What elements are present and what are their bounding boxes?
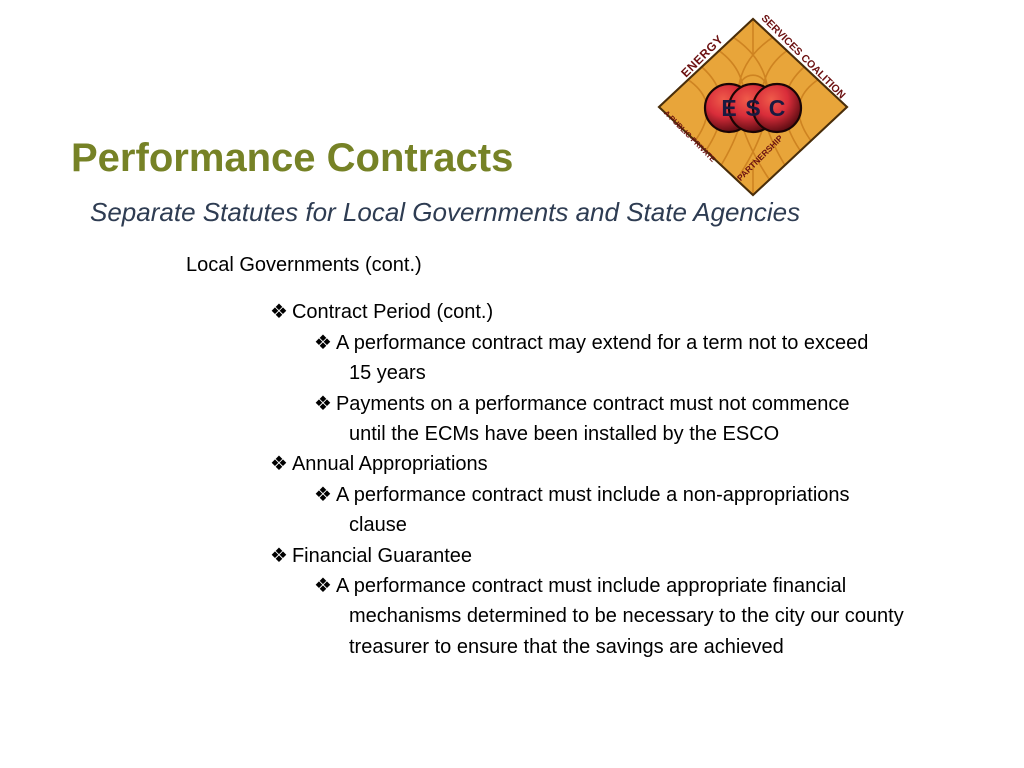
svg-text:E: E [721, 95, 736, 121]
svg-text:S: S [745, 95, 760, 121]
svg-text:C: C [769, 95, 786, 121]
